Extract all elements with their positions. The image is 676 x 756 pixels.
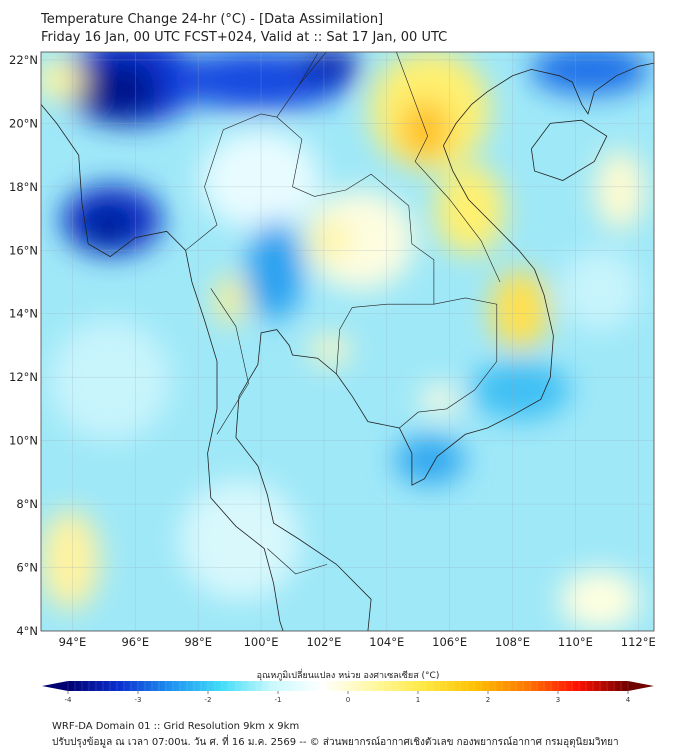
map-title: Temperature Change 24-hr (°C) - [Data As… [41, 12, 384, 27]
lat-label: 6°N [16, 561, 38, 575]
coastline [531, 119, 608, 181]
lat-label: 16°N [9, 243, 38, 257]
coastlines [41, 52, 654, 631]
colorbar-tick-label: 3 [556, 696, 560, 704]
colorbar-min-extend [42, 681, 68, 691]
lat-label: 14°N [9, 307, 38, 321]
colorbar-tick-label: 2 [486, 696, 490, 704]
colorbar-tick-label: -1 [275, 696, 282, 704]
country-border [396, 52, 501, 283]
colorbar-tick-label: -3 [135, 696, 142, 704]
lon-label: 96°E [121, 635, 149, 649]
colorbar-title: อุณหภูมิเปลี่ยนแปลง หน่วย องศาเซลเซียส (… [256, 671, 440, 681]
lat-label: 10°N [9, 434, 38, 448]
country-border [276, 116, 435, 375]
country-border [267, 548, 328, 575]
lon-label: 102°E [306, 635, 341, 649]
lon-label: 108°E [495, 635, 530, 649]
colorbar-tick-label: -4 [65, 696, 73, 704]
lon-label: 104°E [369, 635, 404, 649]
country-border [399, 297, 498, 429]
lat-label: 4°N [16, 624, 38, 638]
country-border [298, 52, 327, 86]
longitude-labels: 94°E 96°E 98°E 100°E 102°E 104°E 106°E 108°E 110… [59, 635, 656, 649]
coastline [235, 62, 654, 631]
colorbar-tick-label: 0 [346, 696, 350, 704]
lat-label: 8°N [16, 497, 38, 511]
lat-label: 20°N [9, 116, 38, 130]
lon-label: 94°E [59, 635, 87, 649]
colorbar-tick-label: -2 [205, 696, 212, 704]
colorbar-gradient [68, 681, 628, 691]
lon-label: 110°E [558, 635, 593, 649]
footer-model-info: WRF-DA Domain 01 :: Grid Resolution 9km … [52, 721, 300, 732]
colorbar-tick-label: 1 [416, 696, 420, 704]
lat-label: 12°N [9, 370, 38, 384]
lon-label: 112°E [621, 635, 656, 649]
lon-label: 100°E [244, 635, 279, 649]
country-border [185, 53, 318, 251]
lat-label: 22°N [9, 53, 38, 67]
graticule [41, 52, 654, 631]
map-subtitle: Friday 16 Jan, 00 UTC FCST+024, Valid at… [41, 30, 448, 45]
coastline [41, 103, 284, 631]
country-border [210, 288, 249, 435]
lat-label: 18°N [9, 180, 38, 194]
lon-label: 98°E [184, 635, 212, 649]
colorbar-max-extend [628, 681, 654, 691]
map-frame [40, 51, 655, 632]
temperature-field [41, 52, 654, 631]
colorbar: -4 -3 -2 -1 0 1 2 3 4 [42, 681, 654, 704]
footer-update-info: ปรับปรุงข้อมูล ณ เวลา 07:00น. วัน ศ. ที่… [52, 737, 619, 748]
latitude-labels: 22°N 20°N 18°N 16°N 14°N 12°N 10°N 8°N 6°N 4°N [9, 53, 38, 638]
colorbar-tick-label: 4 [626, 696, 631, 704]
lon-label: 106°E [432, 635, 467, 649]
